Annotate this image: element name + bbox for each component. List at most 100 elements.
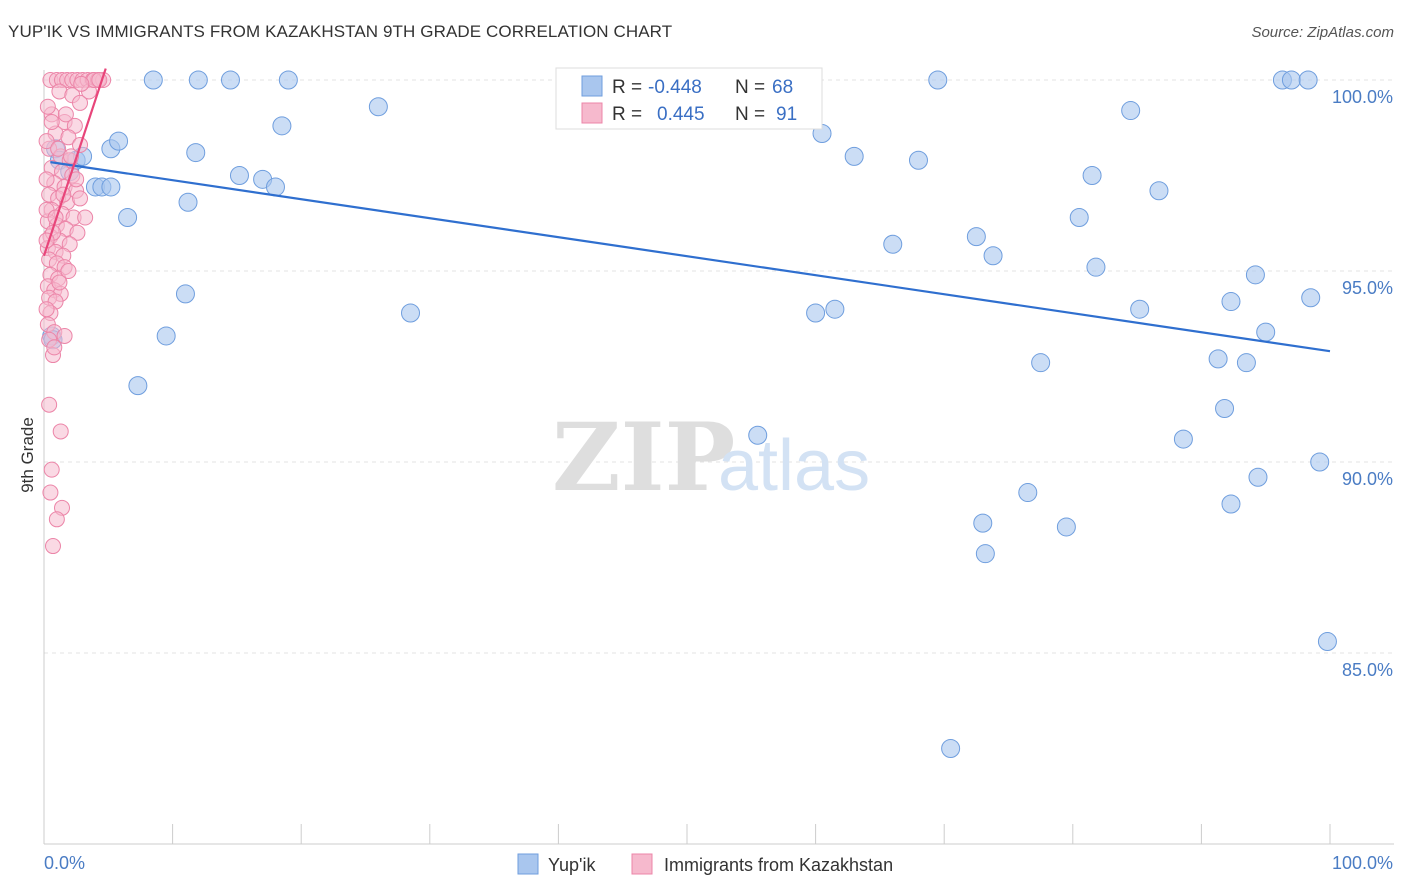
point-yupik-37 xyxy=(908,150,928,170)
bottom-legend-swatch-kazakhstan xyxy=(631,853,653,875)
point-yupik-46 xyxy=(1056,517,1076,537)
point-yupik-67 xyxy=(1298,70,1318,90)
point-yupik-44 xyxy=(1018,483,1038,503)
point-yupik-64 xyxy=(1301,288,1321,308)
legend-n-label-1: N = xyxy=(735,77,765,98)
point-yupik-20 xyxy=(220,70,240,90)
data-points xyxy=(38,70,1337,758)
point-yupik-50 xyxy=(1121,101,1141,121)
point-yupik-26 xyxy=(368,97,388,117)
point-kazakhstan-60 xyxy=(41,396,58,413)
point-kazakhstan-83 xyxy=(39,98,56,115)
x-tick-label-max: 100.0% xyxy=(1332,853,1393,873)
legend-r-value-1: -0.448 xyxy=(648,77,702,98)
point-kazakhstan-65 xyxy=(48,511,65,528)
series-kazakhstan xyxy=(38,72,112,555)
point-kazakhstan-77 xyxy=(38,301,55,318)
legend-n-label-2: N = xyxy=(735,104,765,125)
point-yupik-66 xyxy=(1317,632,1337,652)
point-yupik-40 xyxy=(966,227,986,247)
point-yupik-61 xyxy=(1256,322,1276,342)
point-kazakhstan-63 xyxy=(42,484,59,501)
point-yupik-25 xyxy=(278,70,298,90)
point-kazakhstan-13 xyxy=(72,94,89,111)
trend-line-yupik xyxy=(50,161,1331,353)
point-yupik-57 xyxy=(1221,494,1241,514)
point-kazakhstan-38 xyxy=(69,224,86,241)
point-yupik-21 xyxy=(229,166,249,185)
point-yupik-38 xyxy=(928,70,948,90)
point-yupik-9 xyxy=(101,177,121,197)
point-kazakhstan-88 xyxy=(43,114,60,131)
point-yupik-16 xyxy=(175,284,195,304)
point-yupik-41 xyxy=(973,513,993,533)
point-yupik-34 xyxy=(825,299,845,319)
legend-r-label-1: R = xyxy=(612,77,642,98)
point-yupik-35 xyxy=(844,146,864,166)
point-yupik-27 xyxy=(401,303,421,323)
point-yupik-30 xyxy=(748,425,768,445)
chart-source: Source: ZipAtlas.com xyxy=(1251,24,1394,41)
point-yupik-32 xyxy=(806,303,826,323)
point-kazakhstan-90 xyxy=(46,339,63,356)
point-yupik-55 xyxy=(1215,399,1235,419)
point-yupik-14 xyxy=(143,70,163,90)
point-kazakhstan-89 xyxy=(51,274,68,291)
grid-lines xyxy=(44,79,1394,654)
correlation-legend: R = -0.448 N = 68 R = 0.445 N = 91 xyxy=(555,67,823,130)
y-tick-label-2: 90.0% xyxy=(1342,469,1393,489)
point-yupik-12 xyxy=(118,208,138,228)
legend-n-value-1: 68 xyxy=(772,77,793,98)
legend-n-value-2: 91 xyxy=(776,104,797,125)
point-kazakhstan-87 xyxy=(57,106,74,123)
point-yupik-48 xyxy=(1082,166,1102,185)
point-yupik-15 xyxy=(156,326,176,346)
x-tick-labels: 0.0% 100.0% xyxy=(44,853,1393,873)
point-yupik-39 xyxy=(941,739,961,758)
point-yupik-65 xyxy=(1310,452,1330,472)
point-yupik-19 xyxy=(186,143,206,163)
point-kazakhstan-18 xyxy=(60,129,77,146)
legend-swatch-yupik xyxy=(581,75,603,97)
y-tick-labels: 100.0% 95.0% 90.0% 85.0% xyxy=(1332,87,1393,680)
point-yupik-60 xyxy=(1248,467,1268,487)
point-kazakhstan-73 xyxy=(38,133,55,150)
point-yupik-43 xyxy=(983,246,1003,266)
legend-swatch-kazakhstan xyxy=(581,102,603,124)
bottom-legend-label-yupik: Yup'ik xyxy=(548,855,596,875)
point-yupik-56 xyxy=(1221,292,1241,312)
watermark-zip: ZIP xyxy=(552,403,735,513)
series-legend: Yup'ik Immigrants from Kazakhstan xyxy=(517,853,893,875)
point-kazakhstan-82 xyxy=(56,327,73,344)
y-tick-label-1: 95.0% xyxy=(1342,278,1393,298)
y-tick-label-0: 100.0% xyxy=(1332,87,1393,107)
legend-r-value-2: 0.445 xyxy=(657,104,705,125)
y-tick-label-3: 85.0% xyxy=(1342,660,1393,680)
point-kazakhstan-72 xyxy=(77,209,94,226)
point-yupik-51 xyxy=(1130,299,1150,319)
watermark: ZIP atlas xyxy=(552,403,870,513)
axes xyxy=(43,70,1394,845)
point-yupik-54 xyxy=(1208,349,1228,369)
y-axis-label: 9th Grade xyxy=(18,417,37,493)
point-yupik-13 xyxy=(128,376,148,396)
point-kazakhstan-62 xyxy=(43,461,60,478)
point-kazakhstan-66 xyxy=(45,538,62,555)
point-kazakhstan-74 xyxy=(38,171,55,188)
x-tick-label-min: 0.0% xyxy=(44,853,85,873)
point-kazakhstan-86 xyxy=(73,75,90,92)
point-kazakhstan-79 xyxy=(50,140,67,157)
trend-lines xyxy=(42,68,1331,353)
point-kazakhstan-71 xyxy=(60,263,77,279)
point-yupik-47 xyxy=(1069,208,1089,228)
point-yupik-45 xyxy=(1031,353,1051,373)
point-yupik-59 xyxy=(1245,265,1265,285)
chart-title: YUP'IK VS IMMIGRANTS FROM KAZAKHSTAN 9TH… xyxy=(8,22,673,41)
point-yupik-63 xyxy=(1281,70,1301,90)
bottom-legend-swatch-yupik xyxy=(517,853,539,875)
point-yupik-24 xyxy=(272,116,292,136)
point-yupik-58 xyxy=(1236,353,1256,373)
point-yupik-49 xyxy=(1086,257,1106,277)
point-kazakhstan-61 xyxy=(52,423,69,440)
